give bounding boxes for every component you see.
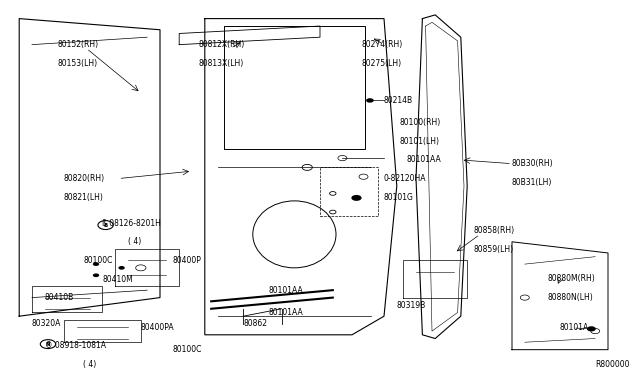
Text: 80859(LH): 80859(LH) [474, 245, 514, 254]
Text: 80862: 80862 [243, 319, 268, 328]
Text: 80821(LH): 80821(LH) [64, 193, 104, 202]
Text: 80101AA: 80101AA [406, 155, 441, 164]
Text: 80880N(LH): 80880N(LH) [547, 293, 593, 302]
Circle shape [93, 273, 99, 277]
Text: 80101AA: 80101AA [269, 286, 303, 295]
Text: 80400PA: 80400PA [141, 323, 175, 332]
Circle shape [366, 98, 374, 103]
Text: ( 4): ( 4) [128, 237, 141, 246]
Text: 80B31(LH): 80B31(LH) [512, 178, 552, 187]
Text: 80275(LH): 80275(LH) [362, 59, 402, 68]
Text: 80820(RH): 80820(RH) [64, 174, 105, 183]
Circle shape [587, 326, 596, 331]
Text: 80858(RH): 80858(RH) [474, 226, 515, 235]
Text: 80101(LH): 80101(LH) [400, 137, 440, 146]
Text: 80880M(RH): 80880M(RH) [547, 275, 595, 283]
Text: R800000: R800000 [595, 360, 630, 369]
Text: 80101A: 80101A [560, 323, 589, 332]
Text: 80274(RH): 80274(RH) [362, 40, 403, 49]
Text: 80100(RH): 80100(RH) [400, 118, 441, 127]
Text: 80400P: 80400P [173, 256, 202, 265]
Text: ß 08126-8201H: ß 08126-8201H [102, 219, 161, 228]
Text: 80100C: 80100C [173, 345, 202, 354]
Text: 80812X(RH): 80812X(RH) [198, 40, 244, 49]
Text: ® 08918-1081A: ® 08918-1081A [45, 341, 106, 350]
Text: 80214B: 80214B [384, 96, 413, 105]
Circle shape [351, 195, 362, 201]
Text: N: N [45, 341, 51, 347]
Text: 80B30(RH): 80B30(RH) [512, 159, 554, 168]
Text: 80410M: 80410M [102, 275, 133, 283]
Text: 80410B: 80410B [45, 293, 74, 302]
Text: 80320A: 80320A [32, 319, 61, 328]
Circle shape [93, 262, 99, 266]
Text: 80813X(LH): 80813X(LH) [198, 59, 244, 68]
Text: 80101AA: 80101AA [269, 308, 303, 317]
Text: ( 4): ( 4) [83, 360, 97, 369]
Circle shape [118, 266, 125, 270]
Bar [320, 167, 378, 216]
Text: 80100C: 80100C [83, 256, 113, 265]
Text: 0-82120HA: 0-82120HA [384, 174, 426, 183]
Text: 80153(LH): 80153(LH) [58, 59, 98, 68]
Text: B: B [104, 222, 108, 228]
Text: 80152(RH): 80152(RH) [58, 40, 99, 49]
Text: 80101G: 80101G [384, 193, 414, 202]
Text: 80319B: 80319B [397, 301, 426, 310]
